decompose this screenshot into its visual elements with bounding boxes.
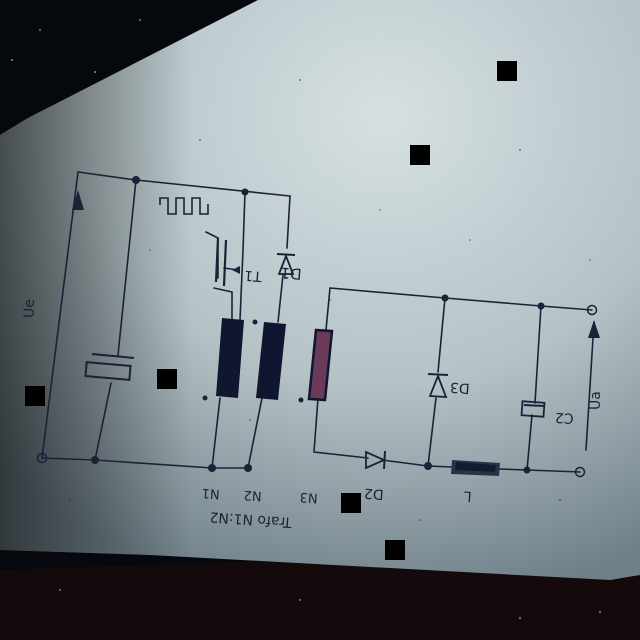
winding-n3 bbox=[307, 328, 334, 402]
bright-speckles bbox=[11, 19, 601, 619]
mosfet-arrow-icon bbox=[232, 266, 240, 274]
label-ue: Ue bbox=[22, 299, 38, 318]
junction-dot bbox=[241, 188, 249, 196]
d3-top-wire bbox=[437, 297, 446, 373]
junction-dot bbox=[91, 456, 99, 464]
cap-upper-wire bbox=[117, 179, 137, 356]
d1-top-wire bbox=[286, 195, 291, 249]
paper-shadow bbox=[0, 0, 640, 580]
diagram-title: Trafo N1:N2 bbox=[209, 508, 293, 530]
label-n3: N3 bbox=[299, 489, 318, 505]
output-arrow-head bbox=[588, 320, 600, 338]
occlusion-squares bbox=[25, 61, 517, 560]
pwm-signal-icon bbox=[159, 197, 209, 215]
winding-n1 bbox=[216, 318, 244, 398]
d3-bottom-wire bbox=[427, 397, 437, 467]
diode-d1 bbox=[276, 253, 296, 275]
label-d3: D3 bbox=[450, 379, 471, 396]
label-l: L bbox=[463, 487, 472, 504]
label-c2: C2 bbox=[555, 409, 575, 426]
mosfet-switch bbox=[214, 237, 228, 287]
c2-top-wire bbox=[534, 305, 542, 404]
label-n1: N1 bbox=[201, 485, 220, 501]
switch-source-wire bbox=[213, 287, 233, 321]
label-t1: T1 bbox=[244, 267, 264, 284]
n3-top-wire bbox=[325, 287, 331, 331]
inductor-l bbox=[451, 460, 500, 476]
cap-lower-wire bbox=[94, 382, 112, 461]
n2-bottom-wire bbox=[247, 397, 263, 469]
input-capacitor bbox=[84, 353, 135, 381]
label-d2: D2 bbox=[364, 485, 385, 502]
winding-n2 bbox=[256, 322, 286, 400]
label-ua: Ua bbox=[588, 391, 604, 410]
label-d1: D1 bbox=[280, 264, 302, 283]
junction-dot bbox=[441, 294, 449, 302]
input-arrow-head bbox=[72, 190, 84, 210]
d1-bottom-wire bbox=[277, 274, 284, 323]
n1-bottom-wire bbox=[211, 397, 221, 469]
junction-dot bbox=[132, 176, 140, 184]
label-n2: N2 bbox=[243, 487, 262, 503]
output-arrow-line bbox=[585, 321, 595, 451]
output-terminal-top bbox=[586, 304, 598, 316]
bottom-rail-wire bbox=[41, 457, 249, 469]
arrow-heads bbox=[72, 190, 600, 338]
c2-bottom-wire bbox=[526, 414, 533, 471]
junction-dot bbox=[537, 302, 545, 310]
capacitor-c2 bbox=[520, 400, 546, 418]
output-terminal-bottom bbox=[574, 466, 586, 478]
junction-dots bbox=[91, 176, 545, 474]
junction-dot bbox=[424, 462, 432, 470]
terminals bbox=[36, 304, 598, 478]
junction-dot bbox=[208, 464, 216, 472]
transformer bbox=[216, 318, 334, 402]
polarity-dot bbox=[298, 397, 304, 403]
diode-d3 bbox=[427, 373, 449, 398]
junction-dot bbox=[244, 464, 252, 472]
input-arrow-line bbox=[41, 171, 79, 459]
switch-drain-wire bbox=[239, 191, 246, 321]
output-top-wire bbox=[329, 287, 593, 311]
junction-dot bbox=[523, 466, 531, 474]
diode-d2 bbox=[365, 450, 387, 470]
input-terminal bbox=[36, 452, 48, 464]
polarity-dot bbox=[252, 319, 258, 325]
n3-bottom-wire bbox=[313, 397, 369, 459]
polarity-dot bbox=[202, 395, 208, 401]
